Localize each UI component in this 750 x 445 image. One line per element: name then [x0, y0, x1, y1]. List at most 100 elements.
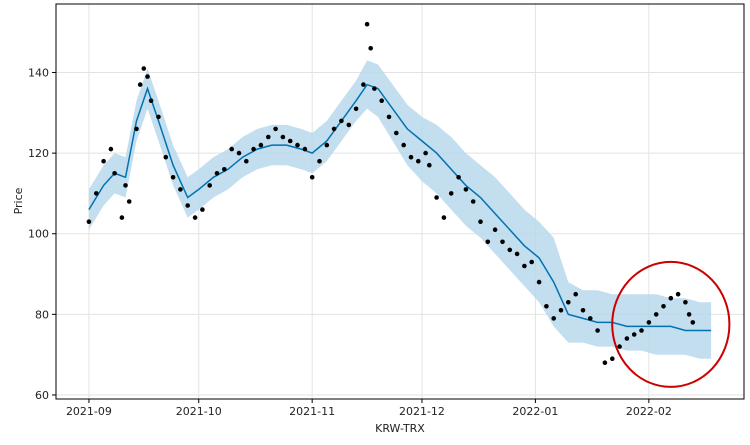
observed-point [529, 259, 534, 265]
observed-points [86, 21, 696, 366]
observed-point [602, 360, 608, 366]
observed-point [229, 146, 234, 152]
y-tick-label: 100 [28, 228, 49, 241]
observed-point [148, 98, 154, 103]
observed-point [137, 82, 143, 87]
observed-point [456, 175, 461, 180]
observed-point [441, 215, 447, 220]
observed-point [207, 183, 212, 188]
observed-point [372, 86, 377, 91]
observed-point [258, 142, 264, 148]
observed-point [331, 126, 337, 132]
x-tick-label: 2021-09 [66, 405, 112, 418]
observed-point [580, 308, 586, 313]
observed-point [244, 158, 249, 164]
x-tick-label: 2021-11 [289, 405, 335, 418]
observed-point [145, 74, 150, 79]
observed-point [566, 300, 571, 305]
observed-point [536, 279, 542, 285]
observed-point [401, 142, 407, 148]
observed-point [394, 130, 399, 136]
observed-point [500, 239, 505, 245]
y-tick-label: 60 [35, 389, 49, 402]
observed-point [646, 320, 652, 325]
observed-point [683, 300, 688, 305]
observed-point [200, 207, 205, 212]
observed-point [573, 291, 578, 297]
observed-point [423, 150, 428, 156]
observed-point [287, 138, 293, 144]
forecast-line [88, 83, 712, 332]
observed-point [346, 122, 352, 128]
observed-point [192, 215, 198, 220]
x-tick-label: 2022-02 [626, 405, 672, 418]
observed-point [353, 106, 359, 112]
observed-point [675, 291, 681, 297]
plot-frame [55, 3, 745, 400]
y-tick-label: 140 [28, 67, 49, 80]
observed-point [588, 316, 593, 321]
observed-point [101, 158, 106, 164]
observed-point [123, 183, 128, 188]
observed-point [134, 126, 139, 132]
observed-point [185, 203, 190, 208]
observed-point [492, 227, 498, 232]
observed-point [485, 239, 491, 245]
observed-point [379, 98, 385, 103]
y-tick-label: 80 [35, 308, 49, 321]
observed-point [617, 344, 622, 349]
observed-point [178, 187, 183, 192]
observed-point [368, 46, 374, 51]
observed-point [266, 134, 271, 140]
observed-point [631, 332, 637, 337]
observed-point [686, 312, 692, 317]
x-tick-label: 2022-01 [512, 405, 558, 418]
observed-point [551, 316, 556, 321]
observed-point [639, 328, 644, 333]
observed-point [273, 126, 278, 132]
observed-point [170, 175, 176, 180]
observed-point [558, 308, 564, 313]
highlight-circle-annotation [611, 260, 731, 388]
observed-point [624, 336, 630, 341]
observed-point [364, 21, 370, 27]
x-axis-title: KRW-TRX [375, 422, 425, 435]
y-axis-title: Price [12, 187, 25, 214]
observed-point [295, 142, 300, 148]
observed-point [544, 304, 549, 309]
observed-point [302, 146, 308, 152]
observed-point [280, 134, 286, 140]
observed-point [214, 171, 220, 176]
y-tick-label: 120 [28, 147, 49, 160]
observed-point [361, 82, 366, 87]
observed-point [668, 295, 674, 301]
observed-point [514, 251, 520, 257]
observed-point [112, 171, 117, 176]
observed-point [427, 162, 432, 168]
observed-point [339, 118, 344, 124]
observed-point [610, 356, 615, 362]
observed-point [463, 187, 469, 192]
observed-point [251, 146, 256, 152]
observed-point [119, 215, 125, 220]
x-axis-ticks: 2021-09 2021-10 2021-11 2021-12 2022-01 2022-… [66, 399, 672, 418]
observed-point [163, 154, 169, 160]
observed-point [661, 304, 666, 309]
observed-point [434, 195, 439, 200]
y-axis-ticks: 60 80 100 120 140 [28, 67, 56, 402]
observed-point [478, 219, 483, 224]
observed-point [507, 247, 513, 253]
observed-point [386, 114, 392, 120]
grid-lines [56, 4, 744, 399]
observed-point [141, 66, 147, 71]
observed-point [690, 320, 696, 325]
observed-point [522, 263, 527, 269]
observed-point [324, 142, 330, 148]
observed-point [236, 150, 242, 156]
observed-point [222, 167, 227, 172]
observed-point [470, 199, 476, 204]
observed-point [408, 154, 414, 160]
observed-point [317, 158, 322, 164]
observed-point [156, 114, 161, 120]
